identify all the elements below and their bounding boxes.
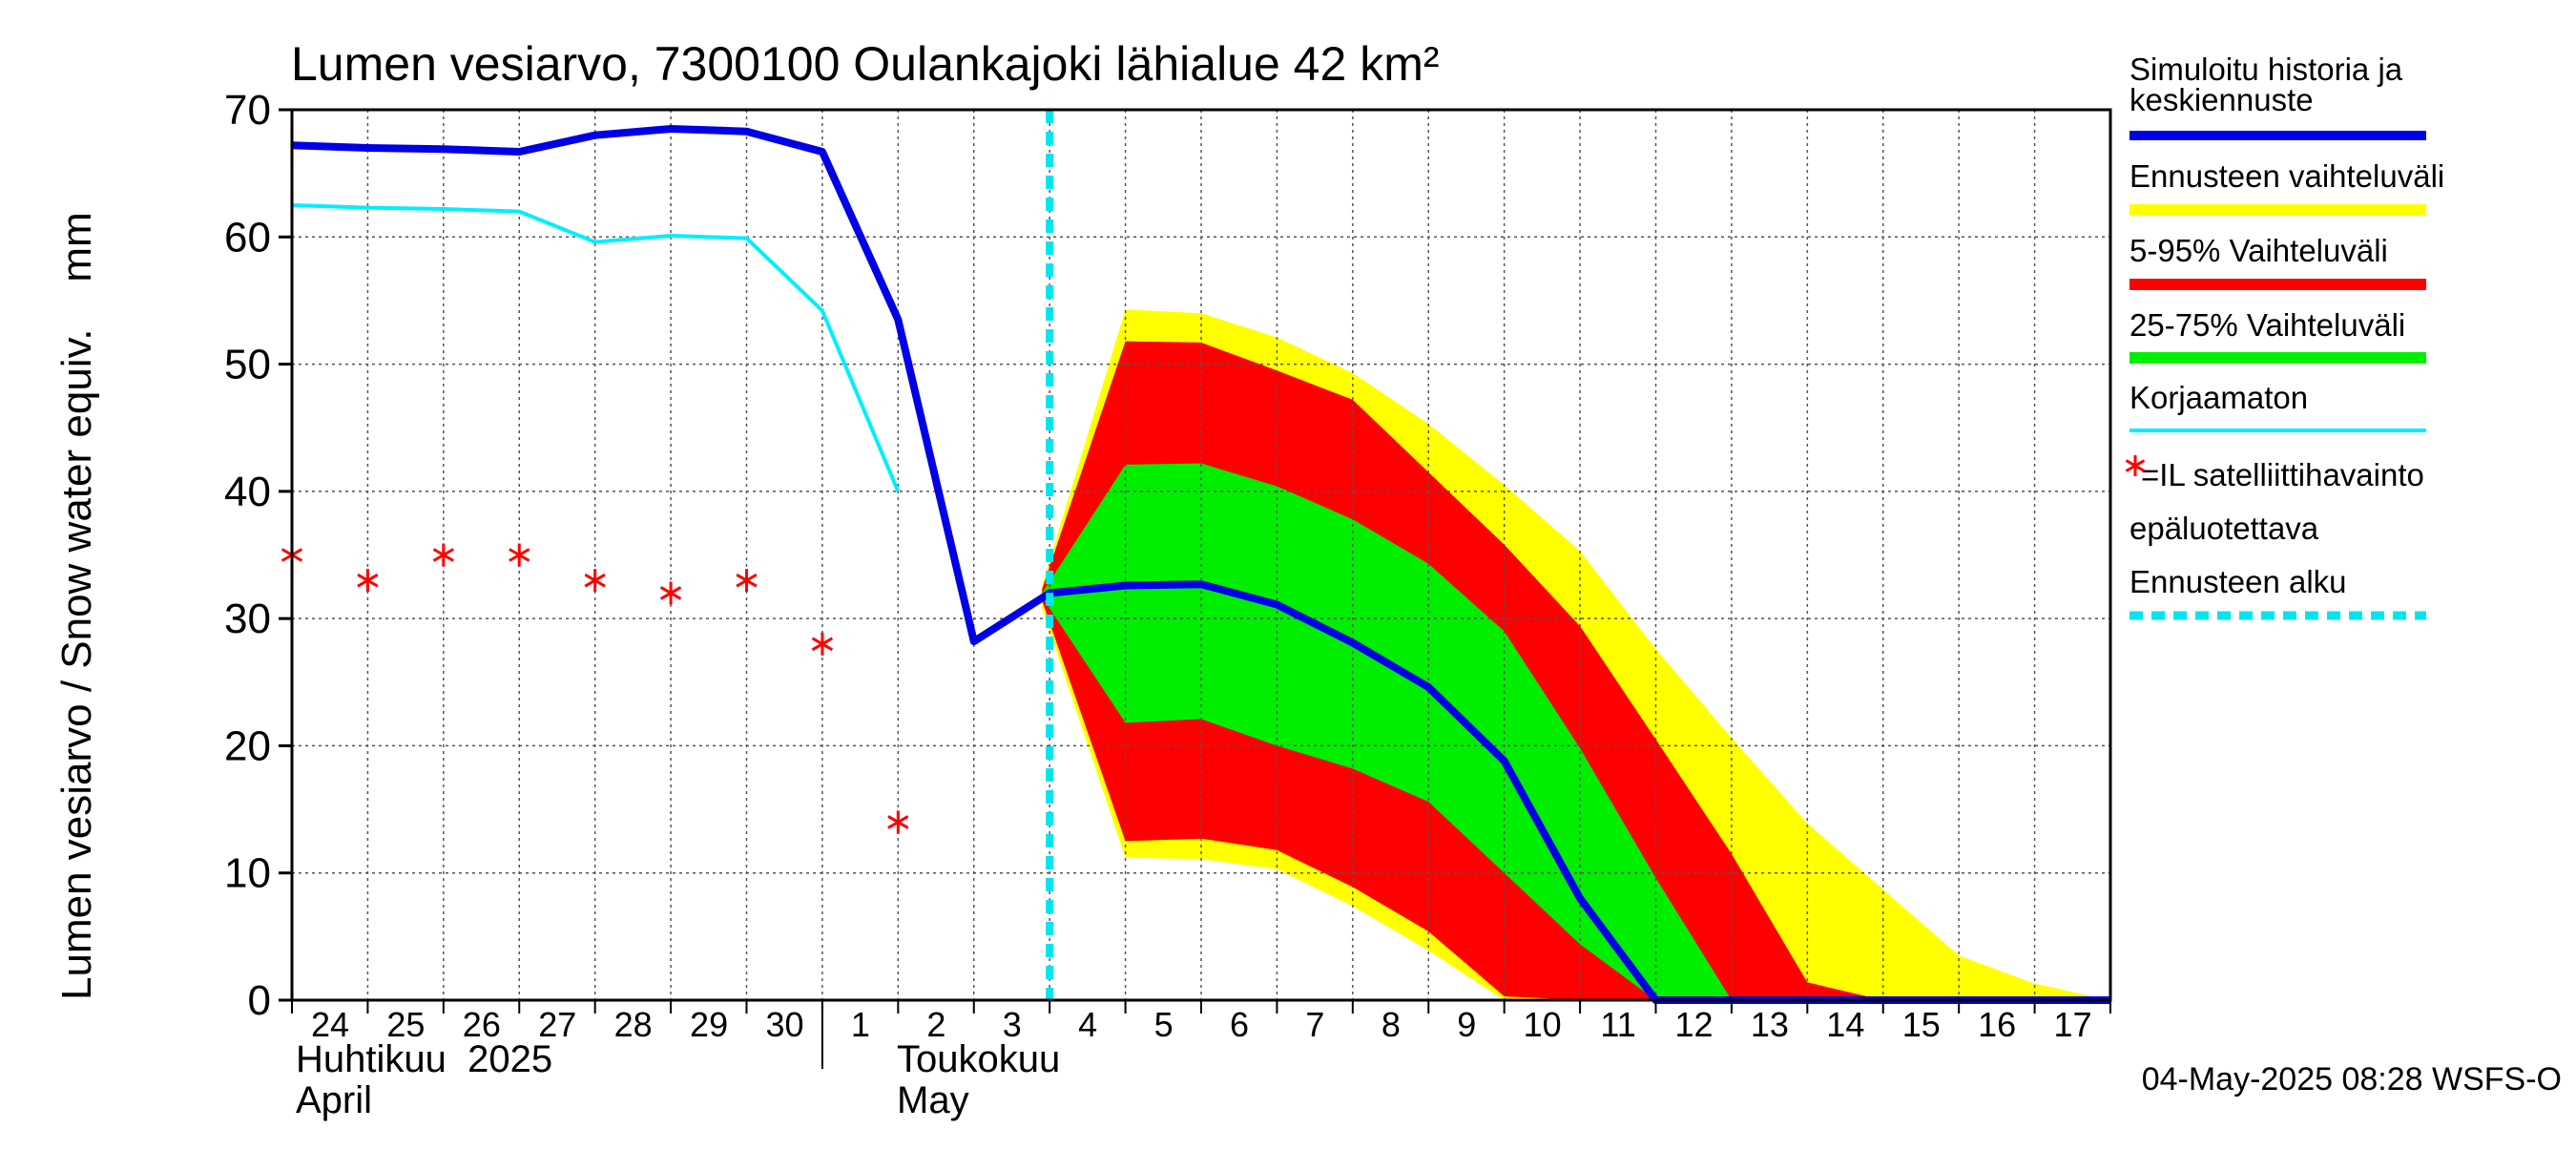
y-tick-label-0: 0 (248, 977, 271, 1024)
x-tick-label-26: 26 (463, 1005, 501, 1044)
satellite-marker-8 (887, 810, 909, 834)
y-tick-label-10: 10 (224, 850, 271, 897)
y-tick-label-60: 60 (224, 214, 271, 261)
satellite-marker-stroke (432, 548, 454, 562)
grid-lines (292, 109, 2110, 1000)
x-tick-label-14: 14 (1826, 1005, 1864, 1044)
satellite-marker-4 (584, 569, 606, 593)
satellite-marker-stroke (887, 815, 909, 829)
x-tick-label-3: 3 (1003, 1005, 1022, 1044)
series-lines (291, 110, 2110, 1004)
legend-label-5-0: =IL satelliittihavainto (2141, 457, 2424, 492)
x-tick-label-4: 4 (1078, 1005, 1097, 1044)
month-label-may-en: May (897, 1079, 969, 1121)
satellite-marker-7 (811, 632, 834, 656)
satellite-marker-stroke (509, 548, 530, 562)
y-tick-label-70: 70 (224, 87, 271, 134)
satellite-marker-stroke (659, 586, 682, 600)
legend-item-3: 25-75% Vaihteluväli (2129, 307, 2426, 364)
legend-item-6: Ennusteen alku (2129, 564, 2426, 620)
month-label-may-fi: Toukokuu (897, 1038, 1060, 1080)
y-tick-label-40: 40 (224, 469, 271, 515)
legend-label-0-1: keskiennuste (2129, 82, 2314, 117)
y-axis-label: Lumen vesiarvo / Snow water equiv. mm (53, 212, 100, 1000)
satellite-marker-stroke (2125, 459, 2146, 472)
y-tick-labels: 0 10 20 30 40 50 60 70 (224, 87, 292, 1024)
x-tick-label-28: 28 (614, 1005, 653, 1044)
satellite-marker-stroke (811, 637, 834, 652)
satellite-marker-stroke (357, 573, 379, 588)
chart-title: Lumen vesiarvo, 7300100 Oulankajoki lähi… (291, 37, 1440, 91)
forecast-bands (1042, 309, 2110, 1001)
x-tick-label-7: 7 (1305, 1005, 1324, 1044)
line-uncorrected (291, 203, 901, 492)
x-tick-label-24: 24 (311, 1005, 349, 1044)
legend-label-2-0: 5-95% Vaihteluväli (2129, 233, 2388, 268)
legend-item-2: 5-95% Vaihteluväli (2129, 233, 2426, 290)
satellite-marker-2 (432, 543, 454, 567)
month-label-april-en: April (296, 1079, 372, 1121)
satellite-marker-stroke (584, 573, 606, 588)
legend-label-4-0: Korjaamaton (2129, 380, 2308, 415)
satellite-marker-5 (659, 581, 682, 605)
x-tick-labels: 24 25 26 27 28 29 30 1 2 3 4 5 6 7 8 9 10 11 12 13 14 15 16 17 (291, 1000, 2111, 1044)
legend-label-5-1: epäluotettava (2129, 511, 2319, 546)
month-label-april-fi: Huhtikuu 2025 (296, 1038, 552, 1080)
x-tick-label-15: 15 (1902, 1005, 1941, 1044)
x-tick-label-8: 8 (1381, 1005, 1401, 1044)
y-tick-label-50: 50 (224, 342, 271, 388)
x-tick-label-27: 27 (538, 1005, 576, 1044)
x-tick-label-10: 10 (1524, 1005, 1562, 1044)
footer-timestamp: 04-May-2025 08:28 WSFS-O (2142, 1061, 2562, 1098)
satellite-marker-3 (509, 543, 530, 567)
x-tick-label-16: 16 (1978, 1005, 2016, 1044)
x-tick-label-29: 29 (690, 1005, 728, 1044)
x-tick-label-1: 1 (851, 1005, 870, 1044)
legend-label-0-0: Simuloitu historia ja (2129, 52, 2403, 87)
satellite-marker-1 (357, 569, 379, 593)
x-tick-label-5: 5 (1154, 1005, 1174, 1044)
legend-item-1: Ennusteen vaihteluväli (2129, 158, 2444, 216)
x-tick-label-9: 9 (1457, 1005, 1476, 1044)
line-simulated (291, 125, 2110, 1004)
x-tick-label-6: 6 (1230, 1005, 1249, 1044)
x-tick-label-30: 30 (765, 1005, 803, 1044)
x-tick-label-12: 12 (1674, 1005, 1713, 1044)
x-tick-label-17: 17 (2054, 1005, 2092, 1044)
legend-label-1-0: Ennusteen vaihteluväli (2129, 158, 2444, 194)
y-tick-label-30: 30 (224, 596, 271, 642)
legend-item-5: =IL satelliittihavainto epäluotettava (2125, 455, 2424, 546)
legend-item-4: Korjaamaton (2129, 380, 2426, 432)
x-tick-label-25: 25 (386, 1005, 425, 1044)
satellite-marker-stroke (736, 573, 758, 588)
legend-label-3-0: 25-75% Vaihteluväli (2129, 307, 2405, 343)
satellite-marker-6 (736, 569, 758, 593)
x-tick-label-11: 11 (1600, 1005, 1635, 1044)
x-tick-label-13: 13 (1751, 1005, 1789, 1044)
x-tick-label-2: 2 (926, 1005, 945, 1044)
legend-label-6-0: Ennusteen alku (2129, 564, 2347, 599)
y-tick-label-20: 20 (224, 722, 271, 769)
legend-swatch-5 (2125, 455, 2146, 476)
band-25-75 (1042, 463, 2110, 1000)
